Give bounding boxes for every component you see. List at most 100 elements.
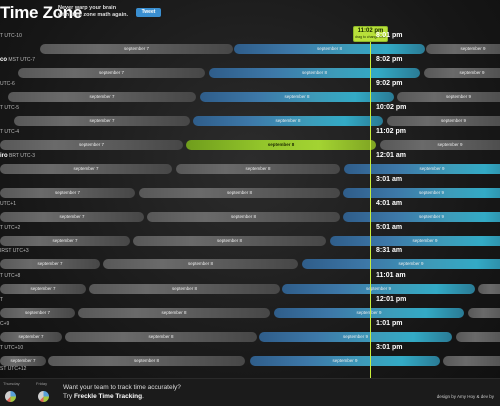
timezone-time: 12:01 am [376,152,406,159]
day-bar[interactable]: september 8 [65,332,257,342]
timezone-label[interactable]: IRST UTC+3 [0,248,29,254]
day-bar[interactable] [478,284,500,294]
day-bar[interactable]: september 9 [387,116,500,126]
day-bar[interactable]: september 9 [344,164,500,174]
day-bar[interactable]: september 7 [0,308,75,318]
timezone-label[interactable]: iro BRT UTC-3 [0,153,35,159]
timezone-label[interactable]: T [0,297,4,303]
day-bar[interactable]: september 7 [0,259,100,269]
day-bar[interactable]: september 7 [0,332,62,342]
day-bar[interactable]: september 8 [209,68,420,78]
timezone-time: 8:01 pm [376,32,403,39]
day-bar[interactable]: september 9 [250,356,440,366]
day-bar[interactable]: september 7 [0,212,144,222]
day-bar[interactable]: september 7 [0,164,172,174]
day-bar[interactable]: september 8 [89,284,280,294]
cta-prefix: Try [63,393,74,400]
day-label: september 7 [30,286,56,291]
day-bar[interactable]: september 9 [302,259,500,269]
day-label: september 7 [78,142,104,147]
day-bar[interactable]: september 9 [424,68,500,78]
day-label: september 8 [216,238,242,243]
day-bar[interactable]: september 8 [78,308,270,318]
day-label: september 7 [59,214,85,219]
day-bar[interactable]: september 7 [8,92,196,102]
day-bar[interactable]: september 9 [343,188,500,198]
timezone-label[interactable]: ST UTC+12 [0,366,27,372]
cta-line: Try Freckle Time Tracking. [63,393,144,400]
timezone-time: 8:02 pm [376,56,403,63]
day-bar[interactable]: september 7 [0,236,130,246]
day-bar[interactable]: september 9 [274,308,464,318]
app-logo[interactable]: Time Zone [0,3,83,22]
day-label [456,332,500,342]
timezone-label[interactable]: T UTC-5 [0,105,20,111]
day-label: september 7 [10,358,36,363]
tagline: Never warp your brain with time zone mat… [58,5,128,18]
day-bar[interactable]: september 9 [397,92,500,102]
footer [0,378,500,406]
day-bar[interactable]: september 8 [186,140,376,150]
day-bar[interactable]: september 8 [48,356,245,366]
timezone-label[interactable]: T UTC+2 [0,225,21,231]
mini-day-right: Friday [36,381,48,386]
day-label [468,308,500,318]
day-bar[interactable]: september 8 [147,212,340,222]
team-chart-icon [5,391,16,402]
day-bar[interactable]: september 8 [103,259,298,269]
timezone-label[interactable]: T UTC-10 [0,33,22,39]
day-bar[interactable]: september 8 [200,92,394,102]
freckle-link[interactable]: Freckle Time Tracking [73,393,143,400]
day-label: september 8 [187,261,213,266]
timezone-label[interactable]: UTC-6 [0,81,15,87]
day-bar[interactable]: september 7 [18,68,205,78]
day-label: september 8 [133,358,159,363]
day-bar[interactable]: september 9 [343,212,500,222]
day-label: september 9 [445,94,471,99]
day-label: september 8 [267,142,295,147]
day-bar[interactable] [443,356,500,366]
day-bar[interactable]: september 7 [14,116,190,126]
day-bar[interactable]: september 7 [40,44,233,54]
day-bar[interactable]: september 8 [193,116,383,126]
day-label: september 9 [398,261,424,266]
day-bar[interactable]: september 7 [0,140,183,150]
day-label: september 9 [365,286,391,291]
day-label: september 8 [284,94,310,99]
timezone-time: 11:01 am [376,272,406,279]
day-label: september 7 [98,70,124,75]
day-bar[interactable]: september 8 [176,164,340,174]
day-bar[interactable]: september 7 [0,284,86,294]
day-label: september 9 [418,190,444,195]
day-bar[interactable]: september 9 [282,284,475,294]
day-label: september 8 [171,286,197,291]
day-bar[interactable]: september 8 [133,236,326,246]
day-bar[interactable]: september 8 [234,44,425,54]
day-bar[interactable]: september 7 [0,356,46,366]
day-label: september 8 [148,334,174,339]
day-label: september 9 [356,310,382,315]
team-chart-icon [38,391,49,402]
day-bar[interactable]: september 9 [380,140,500,150]
day-bar[interactable]: september 9 [426,44,500,54]
timezone-label[interactable]: T UTC+8 [0,273,21,279]
timezone-time: 12:01 pm [376,296,407,303]
timezone-label[interactable]: co MST UTC-7 [0,57,35,63]
day-bar[interactable] [456,332,500,342]
timezone-label[interactable]: T UTC+10 [0,345,24,351]
timezone-time: 3:01 pm [376,344,403,351]
current-time-line[interactable] [370,42,371,378]
day-label: september 8 [275,118,301,123]
tweet-button[interactable]: Tweet [136,8,161,17]
day-label: september 9 [437,142,463,147]
day-bar[interactable] [468,308,500,318]
day-bar[interactable]: september 9 [259,332,452,342]
current-time-handle[interactable]: 11:02 pm drag to change time [353,26,388,42]
timezone-label[interactable]: C+9 [0,321,10,327]
timezone-label[interactable]: T UTC-4 [0,129,20,135]
timezone-label[interactable]: UTC+1 [0,201,16,207]
day-bar[interactable]: september 7 [0,188,135,198]
current-time-hint: drag to change time [355,35,386,39]
day-bar[interactable]: september 9 [330,236,500,246]
day-bar[interactable]: september 8 [139,188,340,198]
